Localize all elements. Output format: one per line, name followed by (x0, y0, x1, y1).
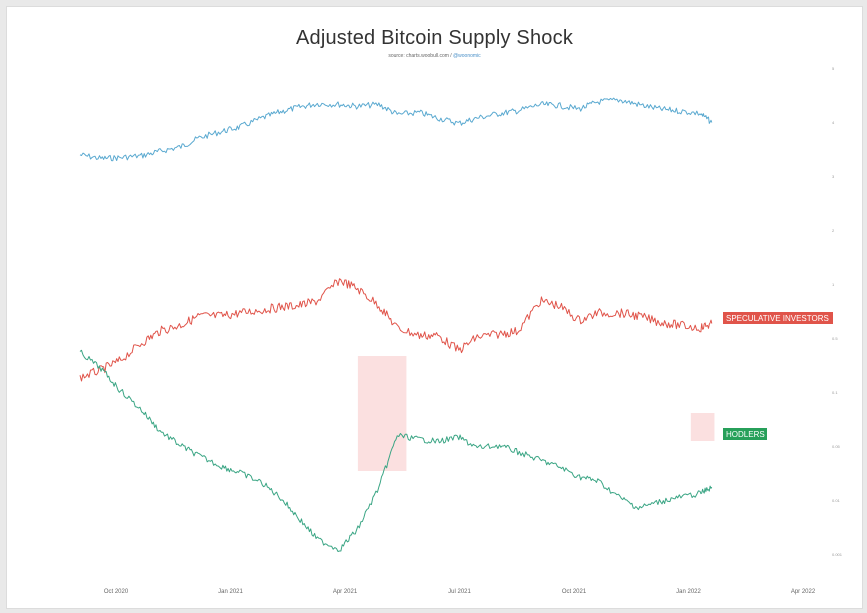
x-tick-label: Apr 2021 (333, 589, 358, 595)
y-tick-label: 0.5 (832, 336, 838, 341)
x-tick-label: Oct 2020 (104, 589, 129, 595)
chart-subtitle: source: charts.woobull.com / @woonomic (7, 53, 862, 59)
chart-title: Adjusted Bitcoin Supply Shock (295, 27, 574, 49)
series-line-speculative-investors (79, 278, 713, 382)
y-tick-label: 0.05 (832, 444, 841, 449)
series-label-box (723, 428, 767, 440)
y-tick-label: 0.01 (832, 498, 841, 503)
highlight-range-1 (357, 356, 407, 471)
highlight-range-2 (690, 413, 715, 441)
series-label-box (723, 312, 833, 324)
y-tick-label: 0.1 (832, 390, 838, 395)
x-tick-label: Apr 2022 (791, 589, 816, 595)
y-tick-label: 1 (832, 282, 835, 287)
y-tick-label: 0.001 (832, 552, 843, 557)
y-tick-label: 3 (832, 174, 835, 179)
y-tick-label: 4 (832, 120, 835, 125)
y-tick-label: 2 (832, 228, 835, 233)
series-line-supply-shock (79, 97, 713, 162)
x-tick-label: Jan 2022 (676, 589, 701, 595)
source-handle[interactable]: @woonomic (453, 53, 481, 59)
x-tick-label: Jul 2021 (448, 589, 471, 595)
source-text: source: charts.woobull.com / (388, 53, 452, 59)
chart-frame: Adjusted Bitcoin Supply Shock source: ch… (6, 6, 863, 609)
x-tick-label: Jan 2021 (218, 589, 243, 595)
series-label-text: SPECULATIVE INVESTORS (726, 314, 829, 323)
series-line-hodlers (79, 349, 713, 552)
y-tick-label: 5 (832, 66, 835, 71)
x-tick-label: Oct 2021 (562, 589, 587, 595)
series-label-text: HODLERS (726, 430, 765, 439)
series-label-speculative-investors: SPECULATIVE INVESTORS (723, 312, 833, 324)
series-label-hodlers: HODLERS (723, 428, 767, 440)
